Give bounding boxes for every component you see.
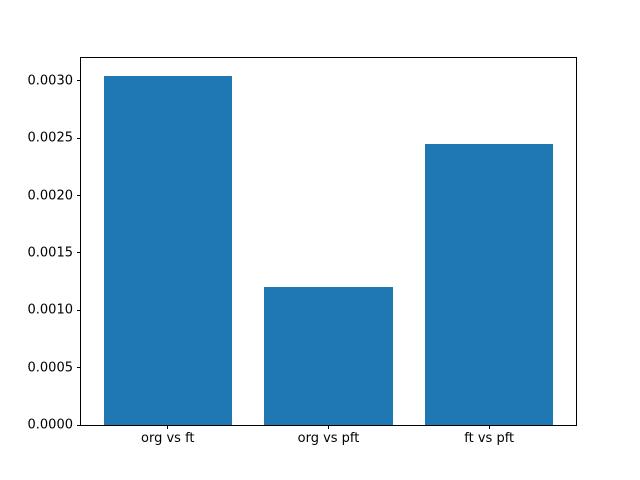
y-tick-label: 0.0030 [27,73,74,89]
y-tick-label: 0.0025 [27,130,74,146]
x-tick-label: ft vs pft [464,431,515,446]
bar-org-vs-pft [264,287,393,425]
y-tick-label: 0.0010 [27,302,74,318]
y-tick-mark [77,367,81,369]
y-tick-mark [77,137,81,139]
bar-org-vs-ft [103,76,233,425]
x-tick-label: org vs ft [141,431,195,446]
bar-ft-vs-pft [424,144,554,425]
x-tick-mark [167,425,169,429]
y-tick-label: 0.0005 [27,360,74,376]
y-tick-label: 0.0015 [27,245,74,261]
y-tick-mark [77,309,81,311]
x-tick-mark [488,425,490,429]
y-tick-mark [77,80,81,82]
y-tick-label: 0.0000 [27,417,74,433]
x-tick-mark [328,425,329,429]
y-tick-label: 0.0020 [27,188,74,204]
plot-area: 0.0000 0.0005 0.0010 0.0015 0.0020 0.0025 0.00… [28,57,577,445]
y-tick-mark [77,252,81,254]
y-tick-mark [77,195,81,197]
x-tick-label: org vs pft [297,431,360,446]
y-tick-mark [77,424,81,426]
